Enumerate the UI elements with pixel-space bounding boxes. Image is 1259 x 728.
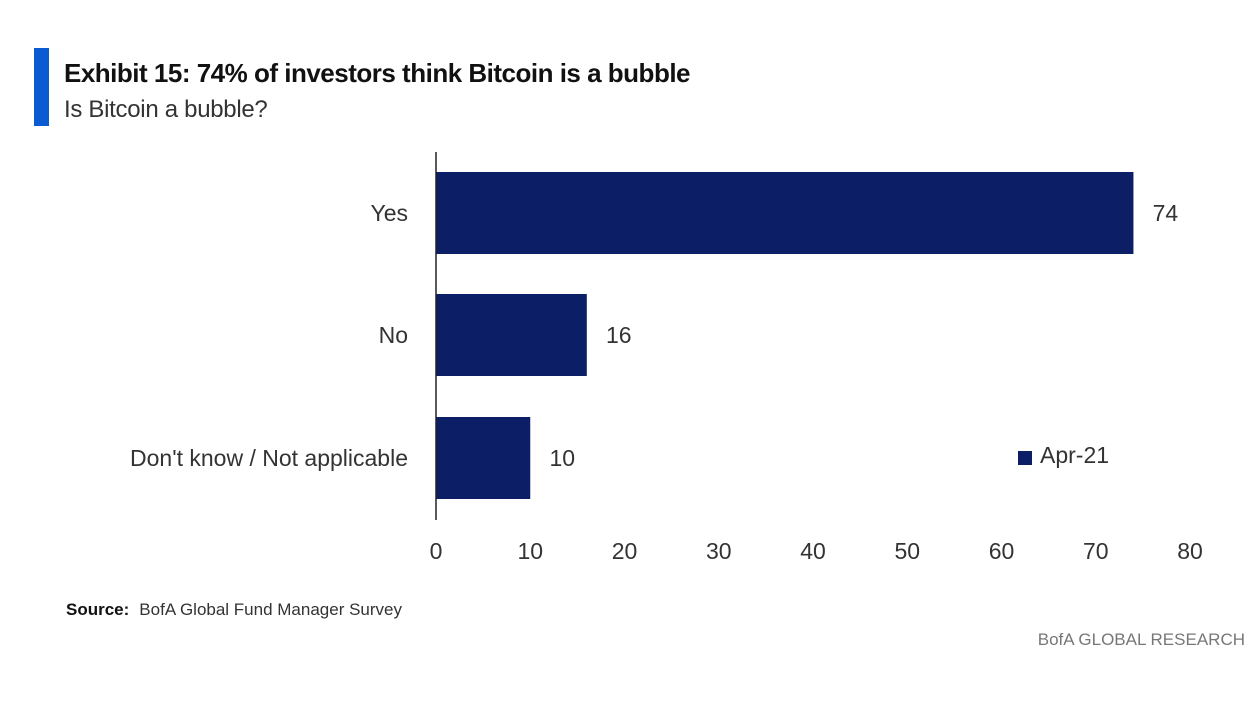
x-tick-label-6: 60 [989,538,1015,564]
x-tick-label-3: 30 [706,538,732,564]
x-tick-label-1: 10 [517,538,543,564]
chart-subtitle: Is Bitcoin a bubble? [64,96,268,123]
source-label: Source: [66,600,130,619]
x-tick-label-4: 40 [800,538,826,564]
bar-2 [436,417,531,499]
x-tick-label-0: 0 [430,538,443,564]
title-accent-bar [34,48,49,126]
legend-label: Apr-21 [1040,442,1109,468]
source-note: Source: BofA Global Fund Manager Survey [66,600,402,620]
chart-title: Exhibit 15: 74% of investors think Bitco… [64,58,691,88]
bar-0 [436,172,1134,254]
category-label-1: No [379,322,408,348]
x-tick-label-2: 20 [612,538,638,564]
x-tick-label-5: 50 [894,538,920,564]
category-label-2: Don't know / Not applicable [130,445,408,471]
bar-1 [436,294,587,376]
category-label-0: Yes [370,200,408,226]
data-label-0: 74 [1153,200,1179,226]
data-label-2: 10 [549,445,575,471]
x-tick-label-8: 80 [1177,538,1203,564]
source-text: BofA Global Fund Manager Survey [139,600,402,619]
x-tick-label-7: 70 [1083,538,1109,564]
legend-swatch [1018,451,1032,465]
brand-footer: BofA GLOBAL RESEARCH [1037,630,1245,649]
data-label-1: 16 [606,322,632,348]
